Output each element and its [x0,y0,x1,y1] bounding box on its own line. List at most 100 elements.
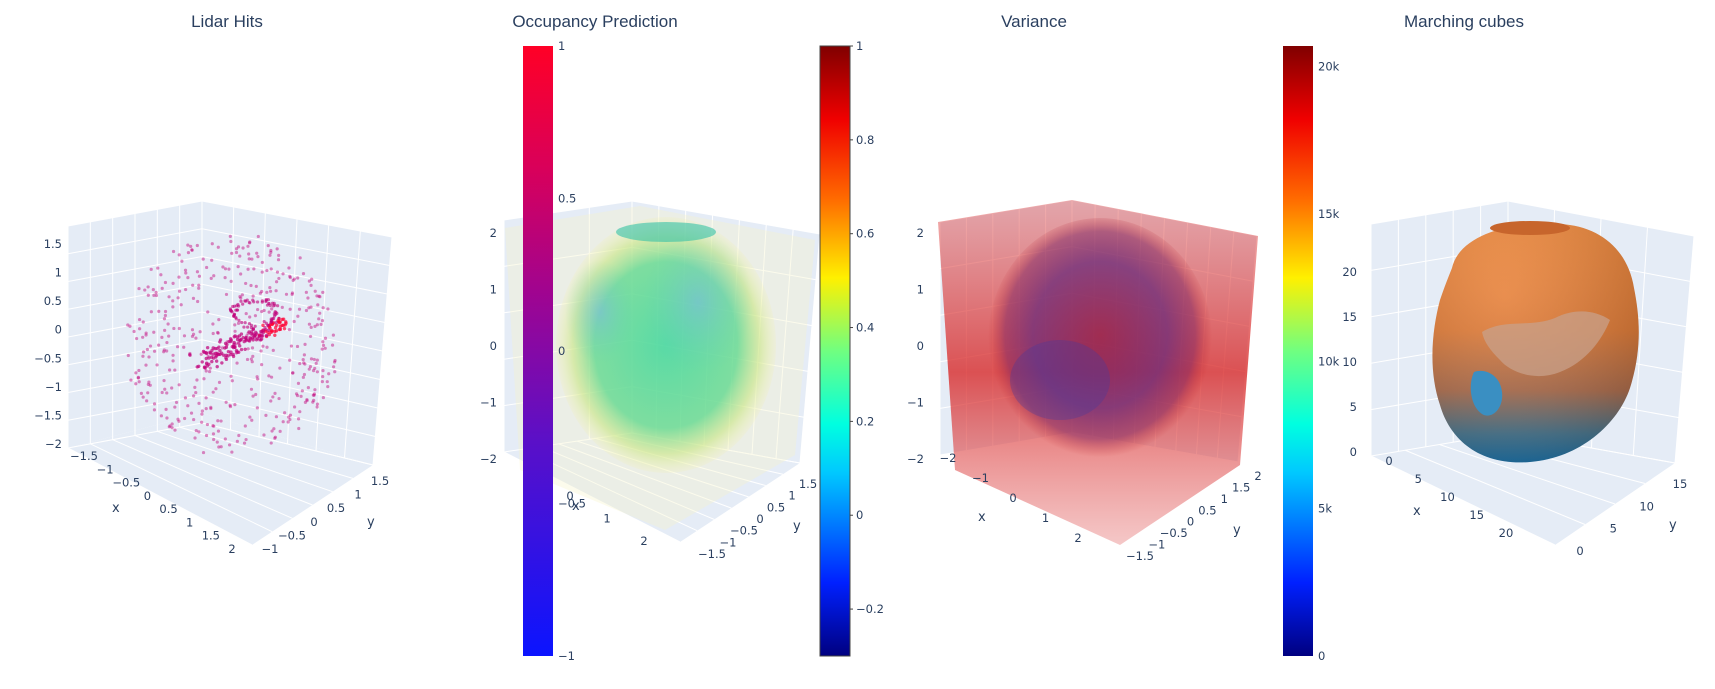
lidar-point [207,369,212,374]
mc-z-tick: 10 [1342,355,1357,369]
lidar-point [264,333,269,338]
lidar-point [216,429,221,433]
lidar-point [218,340,222,344]
lidar-point [183,268,188,272]
lidar-point [137,286,141,291]
mc-ylabel: y [1669,518,1677,533]
lidar-point [204,356,208,361]
lidar-point [277,316,281,320]
lidar-point [271,304,276,308]
var-low-variance-region [1010,340,1110,420]
lidar-point [269,399,273,403]
lidar-point [201,450,206,455]
lidar-point [295,344,300,349]
lidar-point [251,298,255,302]
lidar-point [197,401,201,405]
lidar-point [141,350,146,354]
occ-colorbar-secondary[interactable] [819,45,851,657]
lidar-point [260,270,264,274]
lidar-point [177,275,181,279]
lidar-point [325,380,329,384]
lidar-point [230,379,234,383]
occ-colorbar-primary[interactable] [523,46,553,656]
lidar-point [229,239,233,244]
lidar-point [184,287,188,292]
lidar-point [331,333,335,337]
lidar-point [273,391,277,396]
lidar-point [283,411,287,415]
variance-title: Variance [1001,12,1067,31]
occ-cb-primary-tick: 0 [558,344,565,358]
lidar-point [191,296,196,300]
lidar-point [287,328,292,332]
lidar-point [220,346,225,350]
lidar-point [308,334,313,339]
lidar-point [333,358,337,363]
lidar-point [249,330,254,334]
lidar-point [246,244,250,248]
lidar-point [255,406,259,410]
lidar-point [182,334,187,338]
lidar-point [160,390,164,395]
lidar-point [235,350,239,354]
lidar-point [291,278,295,282]
lidar-point [306,296,310,300]
lidar-point [212,424,216,428]
lidar-point [256,307,260,312]
lidar-y-tick: 1.5 [371,474,389,488]
lidar-point [149,267,153,271]
lidar-x-tick: 1 [186,515,193,529]
lidar-point [248,240,252,244]
grid-line [558,443,732,509]
lidar-point [301,272,306,276]
lidar-point [207,356,211,360]
occ-cb-primary-tick: 0.5 [558,192,576,206]
grid-line [1674,235,1695,464]
lidar-point [262,308,266,313]
lidar-point [307,367,311,371]
lidar-point [192,417,196,422]
occ-cb-primary-tick: −0.5 [558,497,586,511]
mc-x-tick: 10 [1440,490,1455,504]
lidar-point [294,392,299,396]
occ-y-tick: 0.5 [767,500,785,514]
lidar-point [135,336,139,341]
lidar-point [211,352,215,356]
lidar-point [315,323,319,327]
marching-cubes-scene[interactable]: 0 5 10 15 20 0 5 10 15 20 0 5 10 15 x y [1342,200,1695,558]
lidar-point [183,396,188,400]
lidar-point [204,369,208,373]
lidar-point [152,402,157,406]
lidar-point [177,326,181,331]
lidar-point [227,267,231,271]
var-cb-tick: 5k [1318,502,1332,516]
var-y-tick: 0 [1187,515,1194,529]
var-colorbar[interactable] [1283,46,1313,656]
lidar-point [163,387,167,391]
lidar-point [206,310,210,314]
lidar-point [304,290,308,294]
lidar-point [288,413,293,417]
lidar-point [305,397,309,402]
lidar-point [316,303,320,307]
occ-cb-secondary-tick: 0.2 [856,414,874,428]
lidar-point [232,335,237,339]
lidar-point [202,350,207,355]
occ-y-tick: 0 [756,512,763,526]
lidar-point [332,365,336,369]
lidar-point [238,344,242,348]
lidar-point [160,286,164,290]
lidar-point [321,369,325,373]
occ-z-tick: 2 [490,226,497,240]
lidar-point [309,305,313,309]
mc-xlabel: x [1413,504,1421,519]
occ-x-tick: 1 [603,512,610,526]
lidar-point [212,437,216,442]
lidar-point [290,371,295,375]
lidar-point [317,294,321,298]
lidar-point [241,246,245,250]
lidar-scene[interactable]: −2−1.5−1−0.500.511.5−1.5−1−0.500.511.52−… [34,200,393,556]
